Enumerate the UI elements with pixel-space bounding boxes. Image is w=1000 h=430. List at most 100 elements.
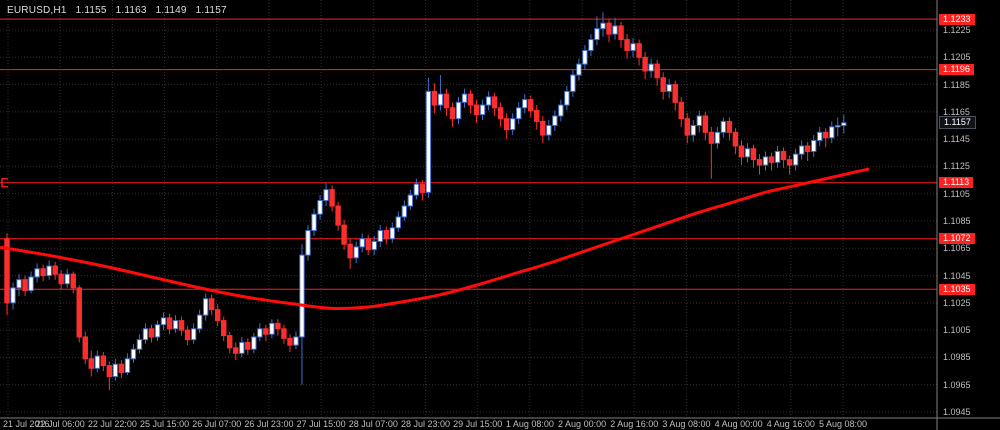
candle-body bbox=[323, 189, 329, 202]
candle-body bbox=[377, 230, 383, 242]
candle-body bbox=[588, 39, 594, 51]
candle-body bbox=[780, 150, 787, 161]
candle-body bbox=[570, 74, 576, 92]
candle-body bbox=[202, 298, 209, 316]
candle-body bbox=[299, 254, 305, 338]
candle-body bbox=[702, 115, 709, 133]
candle-body bbox=[600, 22, 606, 30]
candle-body bbox=[311, 213, 317, 232]
ohlc-high-value: 1.1163 bbox=[115, 5, 147, 16]
candle-body bbox=[522, 99, 528, 109]
candle-body bbox=[287, 337, 293, 346]
candle-body bbox=[395, 216, 402, 229]
candle-body bbox=[678, 101, 684, 120]
candle-body bbox=[136, 339, 143, 350]
candle-body bbox=[142, 328, 149, 341]
candle-body bbox=[835, 125, 841, 128]
candle-body bbox=[190, 328, 197, 341]
candle-body bbox=[70, 273, 76, 289]
candle-body bbox=[178, 320, 185, 331]
candle-body bbox=[540, 120, 546, 136]
candle-body bbox=[76, 287, 82, 338]
candle-body bbox=[443, 93, 450, 109]
candle-body bbox=[269, 322, 275, 335]
candle-body bbox=[546, 125, 552, 136]
candle-body bbox=[407, 194, 414, 207]
candle-body bbox=[52, 265, 58, 275]
candle-body bbox=[22, 279, 28, 292]
candle-body bbox=[528, 99, 534, 112]
candle-body bbox=[485, 96, 492, 106]
candle-body bbox=[425, 90, 432, 193]
candle-body bbox=[726, 120, 733, 133]
candle-body bbox=[419, 183, 426, 193]
candle-body bbox=[10, 287, 16, 304]
candle-body bbox=[558, 104, 564, 117]
candle-body bbox=[305, 230, 311, 256]
candle-body bbox=[606, 22, 612, 35]
candle-body bbox=[576, 63, 582, 76]
candles-layer bbox=[4, 12, 847, 391]
candle-body bbox=[660, 77, 666, 92]
grid-layer bbox=[0, 0, 937, 418]
candle-body bbox=[762, 156, 769, 166]
candle-body bbox=[208, 298, 215, 311]
candle-body bbox=[317, 200, 323, 215]
candle-body bbox=[768, 156, 775, 163]
candle-body bbox=[16, 279, 22, 289]
candle-body bbox=[666, 84, 672, 92]
candle-body bbox=[582, 49, 588, 65]
candle-body bbox=[64, 273, 70, 285]
candle-body bbox=[58, 273, 64, 285]
candle-body bbox=[239, 341, 245, 354]
candle-body bbox=[371, 240, 377, 251]
candle-body bbox=[215, 309, 221, 322]
candle-body bbox=[798, 145, 805, 155]
candle-body bbox=[88, 358, 94, 369]
candle-body bbox=[196, 314, 203, 330]
candle-body bbox=[503, 118, 510, 131]
candle-body bbox=[281, 328, 287, 339]
candle-body bbox=[413, 183, 420, 196]
candle-body bbox=[461, 93, 468, 103]
candle-body bbox=[714, 131, 721, 144]
candle-body bbox=[497, 107, 504, 120]
candle-body bbox=[455, 101, 462, 120]
candle-body bbox=[100, 355, 107, 367]
candle-body bbox=[160, 317, 167, 326]
candle-body bbox=[744, 148, 751, 158]
candle-body bbox=[46, 265, 52, 277]
candle-body bbox=[124, 358, 131, 373]
candle-body bbox=[823, 131, 829, 139]
candle-body bbox=[564, 90, 570, 106]
chart-header: EURUSD,H1 1.1155 1.1163 1.1149 1.1157 bbox=[7, 5, 227, 16]
candle-body bbox=[389, 227, 395, 240]
candle-body bbox=[112, 363, 119, 378]
candle-body bbox=[347, 243, 353, 259]
candle-body bbox=[184, 329, 191, 341]
candle-body bbox=[684, 118, 690, 136]
candle-body bbox=[166, 317, 173, 330]
candle-body bbox=[106, 365, 113, 378]
candle-body bbox=[612, 25, 618, 35]
candle-body bbox=[817, 131, 823, 142]
candle-body bbox=[449, 107, 456, 120]
level-line-handle[interactable] bbox=[1, 178, 8, 188]
candle-body bbox=[750, 148, 757, 161]
candle-body bbox=[829, 126, 835, 139]
candle-body bbox=[221, 320, 227, 337]
candle-body bbox=[293, 336, 299, 346]
candle-body bbox=[275, 322, 281, 330]
ohlc-open-value: 1.1155 bbox=[75, 5, 107, 16]
candle-body bbox=[365, 238, 371, 251]
candle-body bbox=[401, 205, 408, 218]
candle-body bbox=[257, 328, 263, 338]
candle-body bbox=[491, 96, 498, 109]
horizontal-level-lines[interactable] bbox=[0, 18, 937, 290]
candle-body bbox=[792, 153, 799, 166]
candle-body bbox=[154, 324, 161, 338]
candle-body bbox=[810, 140, 817, 152]
candle-body bbox=[756, 159, 763, 166]
